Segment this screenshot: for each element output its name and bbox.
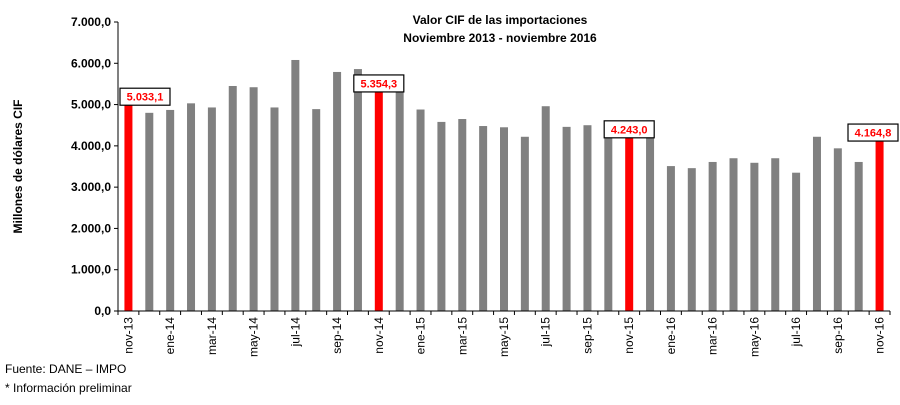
bar-dic-13 <box>145 112 154 311</box>
x-tick-label: jul-14 <box>288 317 302 348</box>
y-tick-label: 7.000,0 <box>71 15 111 29</box>
x-tick-label: sep-14 <box>330 317 344 354</box>
x-tick-label: nov-13 <box>121 317 135 354</box>
bar-sep-15 <box>583 125 592 311</box>
bar-mar-14 <box>207 107 216 311</box>
data-label: 5.033,1 <box>127 92 164 104</box>
bars <box>124 59 884 312</box>
bar-feb-14 <box>187 103 196 311</box>
x-tick-label: may-15 <box>497 317 511 357</box>
bar-nov-13 <box>124 103 133 312</box>
data-label-box <box>603 120 655 139</box>
data-label-box <box>353 74 405 93</box>
x-tick-label: nov-14 <box>372 317 386 354</box>
x-tick-label: mar-14 <box>205 317 219 355</box>
bar-abr-16 <box>729 158 738 311</box>
x-tick-label: sep-16 <box>831 317 845 354</box>
x-axis-ticks: nov-13 ene-14 mar-14 may-14 jul-14 sep-14 nov-… <box>117 311 891 357</box>
bar-ago-15 <box>562 126 571 311</box>
x-tick-label: mar-15 <box>455 317 469 355</box>
bar-oct-15 <box>604 124 613 311</box>
bar-oct-16 <box>854 161 863 311</box>
y-axis-label: Millones de dólares CIF <box>11 99 25 233</box>
y-tick-label: 5.000,0 <box>71 98 111 112</box>
bar-may-16 <box>750 162 759 311</box>
bar-ene-15 <box>416 109 425 311</box>
bar-nov-15 <box>625 135 634 311</box>
y-tick-label: 3.000,0 <box>71 180 111 194</box>
bar-jun-14 <box>270 107 279 311</box>
x-tick-label: mar-16 <box>706 317 720 355</box>
y-tick-label: 2.000,0 <box>71 221 111 235</box>
bar-may-15 <box>500 127 508 312</box>
bar-feb-16 <box>687 168 696 311</box>
data-label-box <box>119 87 171 106</box>
x-tick-label: jul-16 <box>789 317 803 348</box>
x-tick-label: sep-15 <box>580 317 594 354</box>
data-label: 5.354,3 <box>360 78 397 90</box>
bar-ene-14 <box>166 109 175 311</box>
preliminary-note: * Información preliminar <box>5 381 132 395</box>
x-tick-label: may-16 <box>747 317 761 357</box>
bar-mar-16 <box>708 161 717 311</box>
bar-sep-14 <box>333 71 342 311</box>
bar-jul-14 <box>291 59 300 312</box>
y-axis-label-group: Millones de dólares CIF <box>11 99 25 233</box>
x-tick-label: may-14 <box>247 317 261 357</box>
source-note: Fuente: DANE – IMPO <box>5 362 127 376</box>
chart-subtitle: Noviembre 2013 - noviembre 2016 <box>403 31 597 45</box>
bar-ago-14 <box>312 109 321 311</box>
y-tick-label: 6.000,0 <box>71 56 111 70</box>
bar-jul-16 <box>792 172 801 311</box>
data-label: 4.243,0 <box>611 124 648 136</box>
bar-abr-14 <box>228 85 237 311</box>
y-tick-label: 1.000,0 <box>71 263 111 277</box>
x-tick-label: nov-16 <box>873 317 887 354</box>
x-tick-label: jul-15 <box>539 317 553 348</box>
axes <box>117 22 890 312</box>
bar-sep-16 <box>833 148 842 311</box>
data-label: 4.164,8 <box>855 128 892 140</box>
y-tick-label: 4.000,0 <box>71 139 111 153</box>
y-tick-label: 0,0 <box>94 304 111 318</box>
bar-may-14 <box>249 87 258 311</box>
bar-jun-15 <box>520 136 529 311</box>
y-axis-ticks: 0,0 1.000,0 2.000,0 3.000,0 4.000,0 5.000,0 6.… <box>71 15 118 318</box>
bar-jun-16 <box>771 158 780 311</box>
bar-mar-15 <box>458 119 467 312</box>
x-tick-label: ene-14 <box>163 317 177 355</box>
data-label-box <box>847 123 899 142</box>
bar-abr-15 <box>479 126 488 311</box>
chart-title: Valor CIF de las importaciones <box>412 13 588 27</box>
bar-oct-14 <box>353 69 362 312</box>
bar-dic-14 <box>395 92 404 311</box>
x-tick-label: ene-16 <box>664 317 678 355</box>
bar-nov-14 <box>374 89 383 311</box>
bar-ene-16 <box>666 166 675 311</box>
bar-feb-15 <box>437 121 446 311</box>
x-tick-label: ene-15 <box>414 317 428 355</box>
data-labels: 5.033,1 5.354,3 4.243,0 4.164,8 <box>119 74 899 142</box>
bar-jul-15 <box>541 106 550 311</box>
bar-ago-16 <box>812 136 821 311</box>
x-tick-label: nov-15 <box>622 317 636 354</box>
bar-nov-16 <box>875 139 884 311</box>
bar-dic-15 <box>646 137 655 311</box>
